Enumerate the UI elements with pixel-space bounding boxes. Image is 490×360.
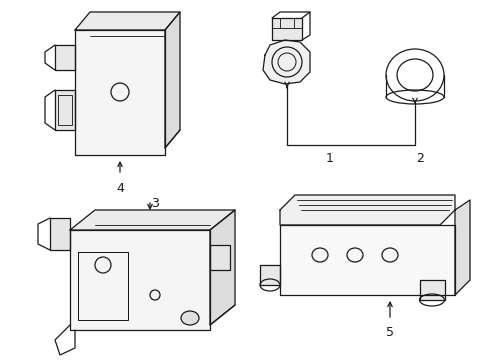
Polygon shape bbox=[70, 210, 235, 230]
Polygon shape bbox=[260, 265, 280, 285]
Text: 4: 4 bbox=[116, 182, 124, 195]
Polygon shape bbox=[263, 40, 310, 84]
Polygon shape bbox=[70, 230, 210, 330]
Polygon shape bbox=[50, 218, 70, 250]
Text: 5: 5 bbox=[386, 326, 394, 339]
Polygon shape bbox=[272, 18, 302, 40]
Polygon shape bbox=[55, 90, 75, 130]
Polygon shape bbox=[75, 30, 165, 155]
Text: 3: 3 bbox=[151, 197, 159, 210]
Polygon shape bbox=[210, 245, 230, 270]
Polygon shape bbox=[420, 280, 445, 300]
Ellipse shape bbox=[181, 311, 199, 325]
Polygon shape bbox=[280, 225, 455, 295]
Polygon shape bbox=[210, 210, 235, 325]
Polygon shape bbox=[165, 12, 180, 148]
Polygon shape bbox=[280, 195, 455, 225]
Polygon shape bbox=[455, 200, 470, 295]
Text: 2: 2 bbox=[416, 152, 424, 165]
Polygon shape bbox=[55, 45, 75, 70]
Text: 1: 1 bbox=[326, 152, 334, 165]
Polygon shape bbox=[75, 12, 180, 30]
